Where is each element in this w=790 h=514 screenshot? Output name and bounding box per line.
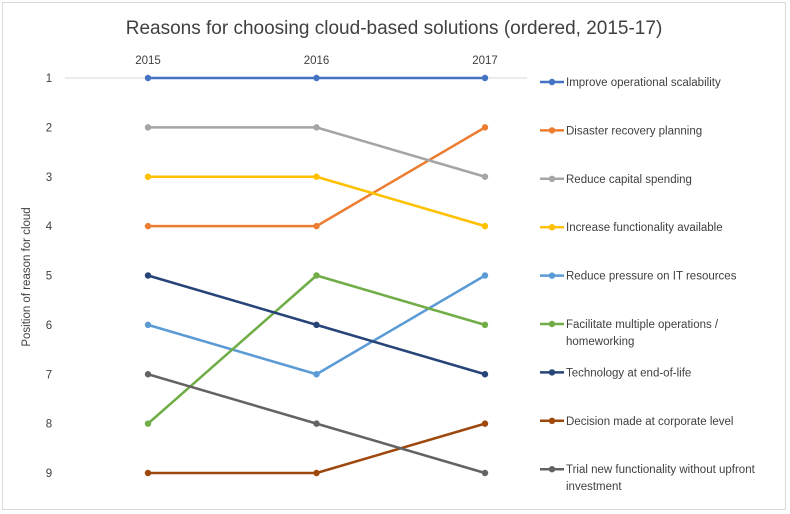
legend-swatch-marker [548,272,556,279]
series-8 [144,420,489,477]
legend-label: Increase functionality available [566,222,723,234]
data-point [144,173,152,180]
data-point [481,124,489,131]
data-point [144,74,152,82]
data-point [144,124,152,131]
data-point [313,321,320,329]
legend-item: Reduce pressure on IT resources [540,271,737,283]
legend-swatch-marker [548,224,556,231]
x-tick-label: 2015 [135,55,161,67]
legend-swatch-marker [548,320,556,328]
data-point [313,222,320,230]
y-tick-label: 4 [46,221,53,233]
data-point [481,321,489,329]
series-line [148,422,486,475]
legend-swatch-marker [548,417,556,424]
data-point [313,124,320,131]
data-point [481,420,489,427]
x-tick-label: 2016 [304,55,330,67]
data-point [144,371,152,378]
data-point [313,272,320,279]
data-point [144,469,152,477]
legend-label: Facilitate multiple operations / homework… [566,319,719,348]
data-point [481,74,489,82]
legend-item: Trial new functionality without upfront i… [540,464,756,493]
series-line [148,175,486,228]
data-point [144,222,152,230]
data-point [313,74,320,82]
legend-swatch-marker [548,175,556,182]
series-1 [144,74,489,82]
y-tick-label: 6 [46,320,52,332]
x-tick-label: 2017 [472,55,498,67]
y-tick-label: 2 [46,122,52,134]
legend-label: Reduce capital spending [566,174,692,186]
data-point [481,371,489,378]
y-tick-label: 7 [46,369,52,381]
series-6 [144,272,489,427]
data-point [144,272,152,279]
series-3 [144,124,489,180]
data-point [313,420,320,427]
data-point [144,321,152,329]
legend-label: Technology at end-of-life [566,367,691,379]
legend-item: Decision made at corporate level [540,416,733,428]
data-point [481,469,489,477]
series-9 [144,371,489,477]
y-axis-label: Position of reason for cloud [21,207,33,346]
legend-swatch-marker [548,127,556,134]
series-4 [144,173,489,230]
legend-label: Disaster recovery planning [566,125,702,137]
legend-label: Reduce pressure on IT resources [566,271,737,283]
y-tick-label: 1 [46,73,52,85]
y-tick-label: 5 [46,271,52,283]
y-tick-label: 9 [46,468,52,480]
data-point [313,371,320,378]
legend-swatch-marker [548,369,556,376]
data-point [481,222,489,230]
legend-swatch-marker [548,78,556,86]
series-7 [144,272,489,378]
legend-label: Trial new functionality without upfront i… [566,464,756,493]
data-point [313,173,320,180]
data-point [144,420,152,427]
legend-item: Facilitate multiple operations / homework… [540,319,719,348]
legend-swatch-marker [548,466,556,473]
series-line [147,274,486,425]
legend-item: Reduce capital spending [540,174,692,186]
legend-label: Decision made at corporate level [566,416,733,428]
series-line [148,126,486,178]
legend-item: Technology at end-of-life [540,367,691,379]
y-tick-label: 3 [46,172,52,184]
legend-label: Improve operational scalability [566,77,721,89]
data-point [481,173,489,180]
y-tick-label: 8 [46,419,52,431]
data-point [481,272,489,279]
legend-item: Improve operational scalability [540,77,721,89]
legend-item: Increase functionality available [540,222,723,234]
data-point [313,469,320,477]
chart-title: Reasons for choosing cloud-based solutio… [126,18,663,39]
legend-item: Disaster recovery planning [540,125,702,137]
